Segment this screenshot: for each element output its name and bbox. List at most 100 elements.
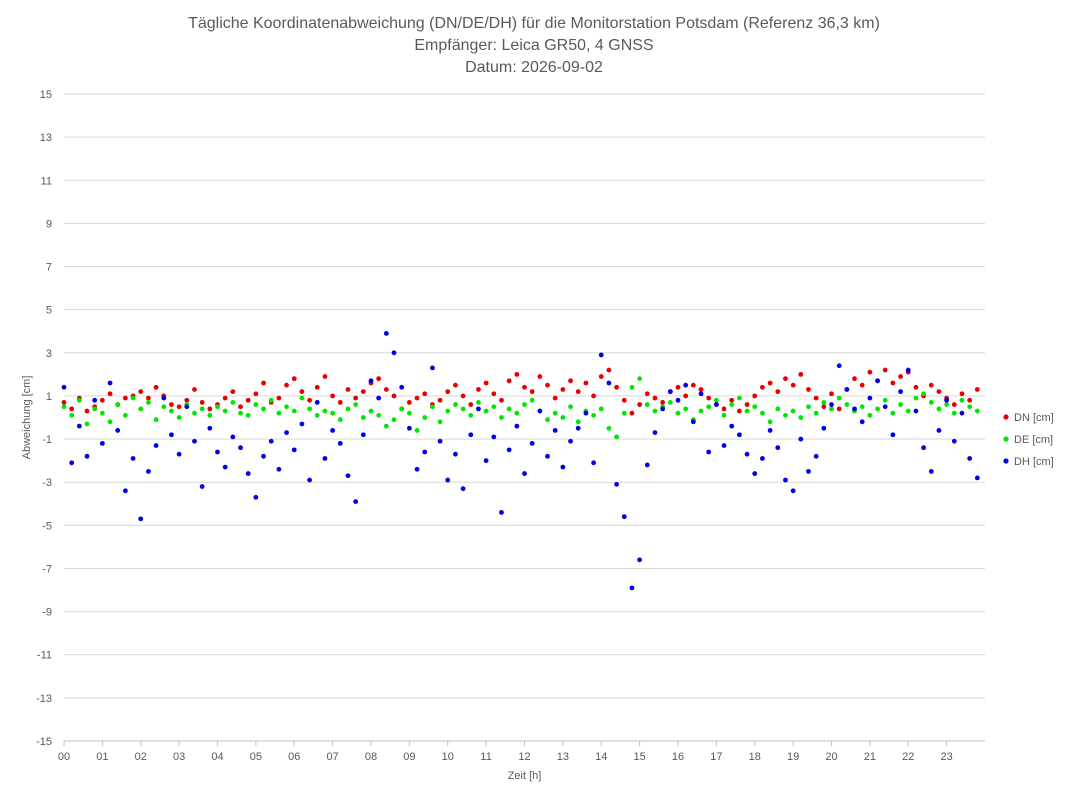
data-point [422, 391, 428, 397]
data-point [169, 402, 174, 407]
data-point [345, 406, 351, 412]
data-point [806, 469, 811, 474]
data-point [468, 432, 474, 438]
y-tick-label: 9 [46, 218, 52, 230]
data-point [875, 406, 880, 412]
data-point [737, 432, 742, 438]
data-point [913, 395, 919, 401]
data-point [606, 367, 612, 373]
data-point [514, 410, 520, 416]
chart-title-line: Tägliche Koordinatenabweichung (DN/DE/DH… [188, 15, 880, 32]
data-point [215, 449, 220, 455]
data-point [913, 384, 919, 390]
legend-marker [1003, 458, 1009, 464]
legend-marker [1003, 436, 1009, 442]
data-point [637, 376, 643, 382]
data-point [430, 404, 435, 410]
data-point [936, 406, 942, 412]
data-point [268, 397, 274, 403]
data-point [199, 406, 205, 412]
data-point [951, 410, 957, 416]
data-point [598, 352, 604, 358]
y-tick-label: -11 [37, 650, 52, 662]
data-point [414, 395, 420, 401]
data-point [483, 408, 489, 414]
data-point [360, 389, 366, 395]
data-point [391, 350, 397, 356]
y-tick-label: 7 [46, 262, 52, 274]
data-point [222, 395, 228, 401]
data-point [859, 382, 865, 388]
data-point [598, 374, 604, 379]
data-point [153, 443, 159, 448]
data-point [399, 406, 405, 412]
data-point [621, 397, 627, 403]
data-point [522, 471, 527, 476]
data-point [76, 423, 82, 429]
data-point [944, 397, 950, 403]
data-point [360, 432, 366, 438]
data-point [92, 397, 98, 403]
data-point [138, 389, 144, 395]
data-point [130, 456, 136, 461]
data-point [314, 400, 320, 405]
data-point [506, 406, 512, 412]
data-series [61, 330, 980, 591]
data-point [491, 404, 497, 410]
data-point [667, 400, 673, 405]
data-point [61, 404, 67, 410]
data-point [69, 412, 75, 418]
data-point [291, 408, 297, 414]
data-point [621, 410, 627, 416]
data-point [905, 408, 911, 414]
legend-marker [1003, 414, 1009, 420]
data-point [698, 387, 704, 392]
data-point [882, 404, 888, 410]
data-point [552, 428, 558, 433]
data-point [928, 469, 934, 474]
data-point [514, 371, 520, 377]
data-point [760, 456, 765, 461]
data-point [629, 384, 635, 390]
data-point [790, 488, 796, 494]
data-point [406, 410, 412, 416]
data-point [299, 421, 305, 427]
data-point [529, 397, 535, 403]
data-point [844, 402, 850, 407]
x-tick-label: 14 [595, 751, 607, 763]
data-point [383, 423, 389, 429]
data-point [207, 412, 213, 418]
y-axis-ticks: 15 13 11 9 7 5 3 1 -1 -3 -5 -7 -9 -11 -13 -15 [36, 89, 52, 748]
data-point [506, 378, 512, 384]
data-point [882, 367, 888, 373]
data-point [353, 499, 359, 505]
data-point [499, 509, 504, 515]
x-tick-label: 13 [557, 751, 569, 763]
data-point [936, 389, 942, 395]
data-point [69, 406, 75, 412]
data-point [445, 389, 451, 395]
data-point [683, 382, 689, 388]
data-point [337, 400, 343, 405]
data-point [192, 438, 197, 444]
data-point [115, 428, 121, 433]
data-point [829, 406, 834, 412]
data-point [499, 397, 504, 403]
data-point [890, 410, 896, 416]
data-point [545, 453, 550, 459]
data-point [383, 330, 389, 336]
data-point [859, 404, 865, 410]
data-point [806, 404, 811, 410]
data-point [230, 434, 236, 440]
data-point [637, 402, 643, 407]
data-point [767, 419, 773, 425]
data-point [460, 393, 466, 399]
data-point [675, 410, 681, 416]
data-point [928, 400, 934, 405]
data-point [729, 402, 735, 407]
data-point [184, 404, 190, 410]
data-point [552, 395, 558, 401]
x-tick-label: 04 [211, 751, 223, 763]
data-point [752, 471, 758, 476]
